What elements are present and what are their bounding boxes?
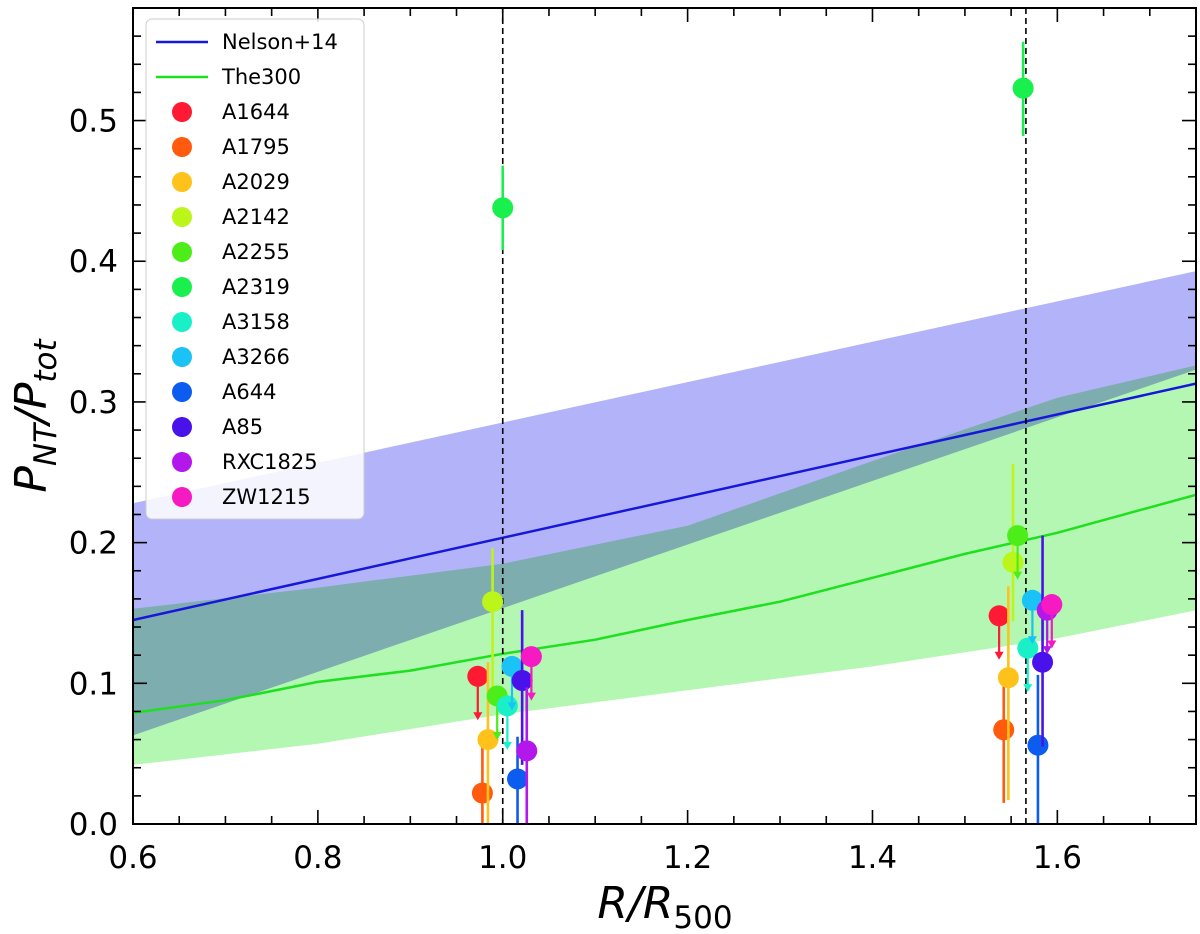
point-a2319-2: [1012, 77, 1034, 99]
y-tick-label: 0.3: [69, 385, 118, 421]
point-a2319-1: [492, 197, 514, 219]
axis-ticks: [132, 7, 1197, 825]
legend-label-a1644: A1644: [222, 100, 290, 124]
x-tick-label: 1.6: [1033, 840, 1082, 876]
y-axis-label: PNT/Ptot: [6, 337, 64, 492]
series-zw1215: [520, 594, 1063, 701]
upper-limit-arrowhead: [492, 731, 502, 740]
legend-label-a3266: A3266: [222, 345, 290, 369]
x-tick-label: 1.4: [848, 840, 897, 876]
upper-limit-arrowhead: [1047, 640, 1057, 649]
the300-line: [133, 493, 1196, 715]
legend-label-a644: A644: [222, 380, 276, 404]
series-a1644: [467, 605, 1010, 721]
x-tick-label: 0.8: [293, 840, 342, 876]
point-a1795-1: [471, 782, 493, 804]
y-tick-label: 0.5: [69, 104, 118, 140]
legend-marker-a2142: [172, 207, 192, 227]
plot-frame: [132, 7, 1197, 825]
x-tick-label: 1.2: [663, 840, 712, 876]
y-tick-label: 0.2: [69, 526, 118, 562]
upper-limit-arrowhead: [1013, 571, 1023, 580]
model-lines: [133, 382, 1196, 715]
nelson-14-line: [133, 382, 1196, 622]
plot-area: [133, 8, 1196, 824]
point-a1795-2: [993, 719, 1015, 741]
legend-marker-a1644: [172, 102, 192, 122]
legend-marker-a3266: [172, 347, 192, 367]
legend-label-a2142: A2142: [222, 205, 290, 229]
upper-limit-arrowhead: [507, 702, 517, 711]
legend-box: [145, 18, 365, 520]
point-zw1215-2: [1041, 594, 1063, 616]
x-tick-label: 0.6: [108, 840, 157, 876]
upper-limit-arrowhead: [1027, 636, 1037, 645]
legend-label-a85: A85: [222, 415, 263, 439]
upper-limit-arrowhead: [502, 741, 512, 750]
legend-label-rxc1825: RXC1825: [222, 450, 318, 474]
point-rxc1825-1: [516, 740, 538, 762]
point-a2142-2: [1002, 551, 1024, 573]
legend-label-a2255: A2255: [222, 240, 290, 264]
series-a2319: [492, 41, 1034, 250]
x-tick-labels: 0.6 0.8 1.0 1.2 1.4 1.6: [108, 840, 1082, 876]
legend-label-a2029: A2029: [222, 170, 290, 194]
point-a644-1: [507, 768, 529, 790]
x-axis-label: R/R500: [597, 878, 732, 934]
point-a2255-2: [1007, 525, 1029, 547]
legend-label-a3158: A3158: [222, 310, 290, 334]
point-a85-2: [1032, 651, 1054, 673]
legend-label-a2319: A2319: [222, 275, 290, 299]
legend-marker-a2029: [172, 172, 192, 192]
legend-marker-a1795: [172, 137, 192, 157]
legend-label-the300: The300: [221, 65, 301, 89]
point-a3266-2: [1021, 589, 1043, 611]
legend-marker-a2319: [172, 277, 192, 297]
legend-marker-zw1215: [172, 487, 192, 507]
legend-marker-a3158: [172, 312, 192, 332]
legend-label-a1795: A1795: [222, 135, 290, 159]
point-a2142-1: [482, 591, 504, 613]
legend-marker-rxc1825: [172, 452, 192, 472]
point-zw1215-1: [520, 646, 542, 668]
legend-label-nelson-14: Nelson+14: [222, 30, 338, 54]
x-tick-label: 1.0: [478, 840, 527, 876]
upper-limit-arrowhead: [526, 692, 536, 701]
upper-limit-arrowhead: [1042, 646, 1052, 655]
legend-marker-a2255: [172, 242, 192, 262]
series-a2029: [477, 586, 1019, 824]
legend: Nelson+14 The300 A1644 A1795 A2029 A2142 A2255…: [145, 18, 365, 520]
y-tick-label: 0.1: [69, 666, 118, 702]
confidence-bands: [133, 271, 1196, 765]
point-a2029-2: [997, 667, 1019, 689]
y-tick-label: 0.0: [69, 807, 118, 843]
the300-band: [133, 365, 1196, 765]
y-tick-labels: 0.0 0.1 0.2 0.3 0.4 0.5: [69, 104, 118, 843]
point-a3158-1: [496, 695, 518, 717]
point-a1644-2: [988, 605, 1010, 627]
point-a1644-1: [467, 665, 489, 687]
upper-limit-arrowhead: [994, 651, 1004, 660]
series-a85: [511, 535, 1054, 765]
upper-limit-arrowhead: [473, 712, 483, 721]
data-points: [467, 41, 1063, 824]
point-a2029-1: [477, 729, 499, 751]
legend-marker-a85: [172, 417, 192, 437]
upper-limit-arrowhead: [1023, 684, 1033, 693]
series-a1795: [471, 673, 1015, 824]
point-a644-2: [1027, 734, 1049, 756]
y-tick-label: 0.4: [69, 244, 118, 280]
legend-label-zw1215: ZW1215: [222, 485, 311, 509]
legend-marker-a644: [172, 382, 192, 402]
point-a85-1: [511, 669, 533, 691]
